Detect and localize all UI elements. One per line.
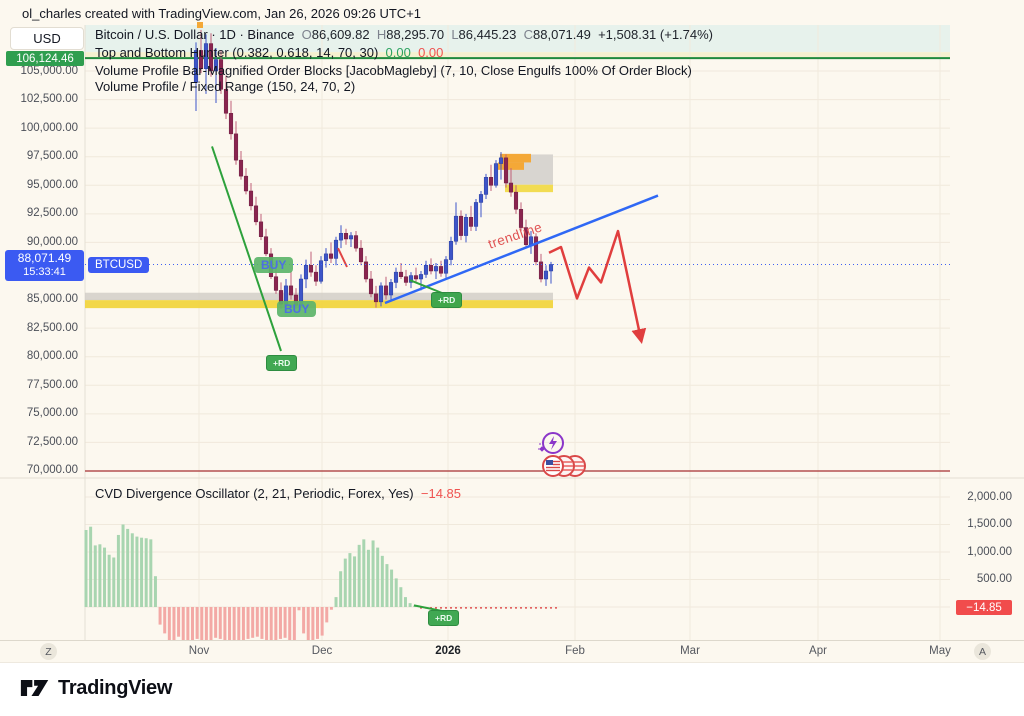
hunter-top-price-box: 106,124.46 bbox=[6, 51, 84, 66]
cvd-histogram bbox=[84, 524, 557, 640]
candlestick-series bbox=[193, 29, 554, 311]
time-axis-label: Dec bbox=[311, 645, 333, 657]
tradingview-logo-mark bbox=[20, 680, 49, 696]
regular-divergence-label-oscillator[interactable]: +RD bbox=[428, 610, 460, 626]
ohlc-high-letter: H bbox=[376, 27, 387, 42]
regular-divergence-label-2[interactable]: +RD bbox=[431, 292, 463, 308]
us-flag-events-icon[interactable] bbox=[540, 453, 588, 479]
hunter-top-price-value: 106,124.46 bbox=[16, 52, 74, 65]
oscillator-value-axis[interactable]: 2,000.00 1,500.00 1,000.00 500.00 bbox=[950, 478, 1024, 640]
price-axis-label: 100,000.00 bbox=[20, 121, 78, 134]
buy-signal-label-1[interactable]: BUY bbox=[254, 257, 294, 273]
oscillator-axis-label: 500.00 bbox=[976, 573, 1012, 585]
indicator-hunter-value-red: 0.00 bbox=[418, 45, 444, 60]
oscillator-axis-label: 1,500.00 bbox=[967, 518, 1012, 530]
price-projection-drawing[interactable] bbox=[548, 229, 647, 344]
indicator-level-lines bbox=[85, 57, 950, 472]
hunter-top-zone bbox=[85, 25, 950, 59]
ohlc-high-value: 88,295.70 bbox=[386, 27, 445, 42]
support-band bbox=[85, 292, 553, 309]
tradingview-logo[interactable]: TradingView bbox=[20, 676, 172, 700]
price-axis-label: 95,000.00 bbox=[26, 178, 78, 191]
auto-scale-button-label: A bbox=[978, 645, 986, 658]
bar-countdown: 15:33:41 bbox=[23, 266, 66, 279]
legend-indicator-order-blocks[interactable]: Volume Profile Bar-Magnified Order Block… bbox=[95, 63, 692, 78]
price-axis-label: 85,000.00 bbox=[26, 293, 78, 306]
time-axis[interactable] bbox=[0, 640, 1024, 663]
chart-canvas[interactable] bbox=[0, 0, 1024, 640]
time-axis-label: Apr bbox=[809, 645, 827, 657]
time-axis-label: Nov bbox=[188, 645, 210, 657]
legend-symbol-row[interactable]: Bitcoin / U.S. Dollar · 1D · Binance O86… bbox=[95, 27, 713, 42]
chart-credit: ol_charles created with TradingView.com,… bbox=[22, 6, 422, 21]
price-axis[interactable]: 105,000.00 102,500.00 100,000.00 97,500.00 9… bbox=[0, 0, 85, 640]
oscillator-current-value: −14.85 bbox=[420, 486, 461, 501]
oscillator-axis-label: 2,000.00 bbox=[967, 490, 1012, 503]
ohlc-low-letter: L bbox=[451, 27, 459, 42]
regular-divergence-label-1[interactable]: +RD bbox=[266, 355, 298, 371]
current-price-box: 88,071.49 15:33:41 bbox=[5, 250, 84, 281]
indicator-volume-profile-name: Volume Profile / Fixed Range (150, 24, 7… bbox=[95, 79, 356, 94]
economic-event-flash-icon[interactable] bbox=[534, 429, 570, 459]
price-axis-label: 70,000.00 bbox=[26, 464, 78, 477]
legend-indicator-hunter[interactable]: Top and Bottom Hunter (0.382, 0.618, 14,… bbox=[95, 45, 443, 60]
time-axis-label: 2026 bbox=[435, 645, 461, 657]
footer-strip bbox=[0, 662, 1024, 716]
price-axis-label: 80,000.00 bbox=[26, 350, 78, 363]
oscillator-value-box-text: −14.85 bbox=[966, 601, 1002, 614]
indicator-order-blocks-name: Volume Profile Bar-Magnified Order Block… bbox=[95, 63, 692, 78]
symbol-price-line-tag[interactable]: BTCUSD bbox=[88, 257, 150, 273]
ohlc-low-value: 86,445.23 bbox=[458, 27, 517, 42]
oscillator-legend-row[interactable]: CVD Divergence Oscillator (2, 21, Period… bbox=[95, 486, 461, 501]
indicator-hunter-name: Top and Bottom Hunter (0.382, 0.618, 14,… bbox=[95, 45, 379, 60]
timezone-button-label: Z bbox=[45, 645, 52, 658]
price-axis-label: 97,500.00 bbox=[26, 150, 78, 163]
price-axis-label: 75,000.00 bbox=[26, 407, 78, 420]
currency-label: USD bbox=[33, 31, 61, 46]
buy-signal-label-2[interactable]: BUY bbox=[277, 301, 317, 317]
indicator-hunter-value-green: 0.00 bbox=[385, 45, 411, 60]
grid-lines bbox=[0, 25, 1024, 640]
price-axis-label: 72,500.00 bbox=[26, 435, 78, 448]
currency-axis-button[interactable]: USD bbox=[10, 27, 84, 50]
price-change: +1,508.31 (+1.74%) bbox=[598, 27, 714, 42]
ohlc-close-value: 88,071.49 bbox=[533, 27, 591, 42]
oscillator-value-box: −14.85 bbox=[956, 600, 1012, 615]
legend-indicator-volume-profile[interactable]: Volume Profile / Fixed Range (150, 24, 7… bbox=[95, 79, 355, 94]
ohlc-open-letter: O bbox=[301, 27, 312, 42]
tradingview-logo-text: TradingView bbox=[58, 676, 173, 699]
time-axis-label: Mar bbox=[680, 645, 700, 657]
time-axis-label: Feb bbox=[565, 645, 585, 657]
price-axis-label: 105,000.00 bbox=[20, 64, 78, 77]
ohlc-close-letter: C bbox=[523, 27, 534, 42]
timezone-button[interactable]: Z bbox=[40, 643, 57, 660]
auto-scale-button[interactable]: A bbox=[974, 643, 991, 660]
symbol-title: Bitcoin / U.S. Dollar · 1D · Binance bbox=[95, 27, 295, 42]
order-block-zone bbox=[197, 22, 553, 193]
price-axis-label: 77,500.00 bbox=[26, 378, 78, 391]
price-axis-label: 102,500.00 bbox=[20, 93, 78, 106]
price-axis-label: 82,500.00 bbox=[26, 321, 78, 334]
symbol-tag-label: BTCUSD bbox=[95, 259, 143, 271]
time-axis-label: May bbox=[929, 645, 951, 657]
current-price-value: 88,071.49 bbox=[17, 251, 72, 266]
trendline-drawings[interactable] bbox=[211, 146, 659, 352]
oscillator-axis-label: 1,000.00 bbox=[967, 545, 1012, 558]
price-axis-label: 90,000.00 bbox=[26, 235, 78, 248]
ohlc-open-value: 86,609.82 bbox=[311, 27, 370, 42]
oscillator-indicator-name: CVD Divergence Oscillator (2, 21, Period… bbox=[95, 486, 414, 501]
price-axis-label: 92,500.00 bbox=[26, 207, 78, 220]
